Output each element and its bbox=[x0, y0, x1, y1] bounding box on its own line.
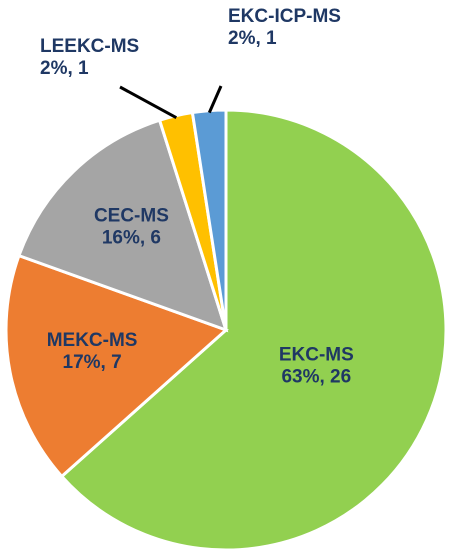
slice-label-leekc-ms: LEEKC-MS bbox=[40, 36, 139, 57]
slice-label-ekc-ms: EKC-MS bbox=[279, 344, 354, 365]
slice-label-cec-ms: CEC-MS bbox=[94, 206, 169, 227]
pie-slice-ekc-ms bbox=[59, 108, 448, 550]
slice-value-cec-ms: 16%, 6 bbox=[102, 228, 161, 249]
leader-line-leekc-ms bbox=[119, 85, 178, 120]
slice-value-mekc-ms: 17%, 7 bbox=[63, 352, 122, 373]
leader-line-ekc-icp-ms bbox=[207, 85, 223, 114]
pie-slice-cec-ms bbox=[17, 118, 229, 333]
slice-value-leekc-ms: 2%, 1 bbox=[40, 58, 89, 79]
slice-value-ekc-ms: 63%, 26 bbox=[281, 366, 351, 387]
pie-slices bbox=[4, 108, 448, 550]
slice-label-ekc-icp-ms: EKC-ICP-MS bbox=[228, 6, 341, 27]
slice-label-mekc-ms: MEKC-MS bbox=[47, 330, 138, 351]
slice-value-ekc-icp-ms: 2%, 1 bbox=[228, 28, 277, 49]
leader-lines bbox=[119, 85, 223, 120]
